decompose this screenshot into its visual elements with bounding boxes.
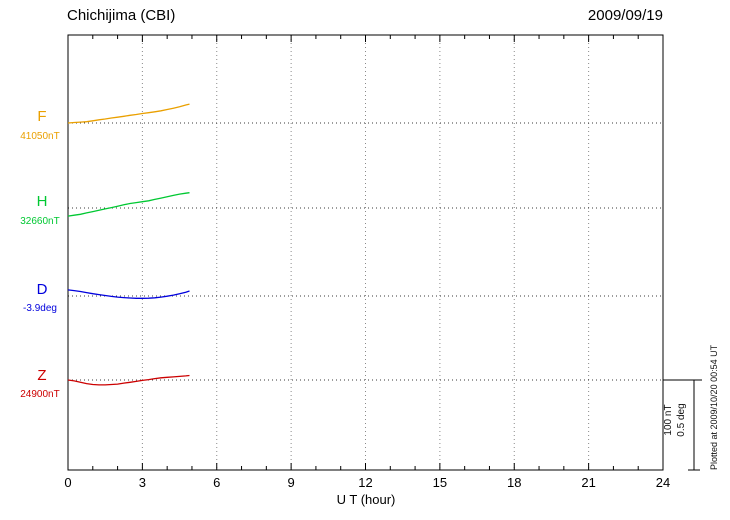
series-baseline-Z: 24900nT	[20, 389, 60, 400]
series-label-H: H	[36, 193, 48, 210]
x-tick-label: 21	[581, 475, 595, 490]
scale-bar-labels: 100 nT 0.5 deg	[662, 380, 690, 460]
series-baseline-H: 32660nT	[20, 216, 60, 227]
trace-H	[67, 192, 190, 217]
x-tick-label: 24	[656, 475, 670, 490]
plotted-at-note: Plotted at 2009/10/20 00:54 UT	[709, 344, 719, 470]
scale-nt-label: 100 nT	[663, 404, 674, 436]
station-title: Chichijima (CBI)	[67, 7, 176, 24]
x-tick-label: 18	[507, 475, 521, 490]
series-baseline-D: -3.9deg	[23, 303, 57, 314]
trace-D	[67, 289, 190, 299]
scale-deg-label: 0.5 deg	[676, 403, 687, 437]
series-label-D: D	[36, 281, 48, 298]
x-tick-label: 9	[288, 475, 295, 490]
plot-border	[67, 34, 664, 471]
series-baseline-F: 41050nT	[20, 131, 60, 142]
x-tick-label: 0	[64, 475, 71, 490]
plot-date: 2009/09/19	[587, 7, 663, 24]
x-tick-label: 6	[213, 475, 220, 490]
series-label-F: F	[37, 108, 47, 125]
x-axis-title: U T (hour)	[336, 492, 396, 507]
series-label-Z: Z	[37, 367, 47, 384]
x-tick-label: 15	[433, 475, 447, 490]
trace-F	[67, 103, 190, 124]
x-tick-label: 3	[139, 475, 146, 490]
x-tick-label: 12	[358, 475, 372, 490]
trace-Z	[67, 374, 190, 386]
